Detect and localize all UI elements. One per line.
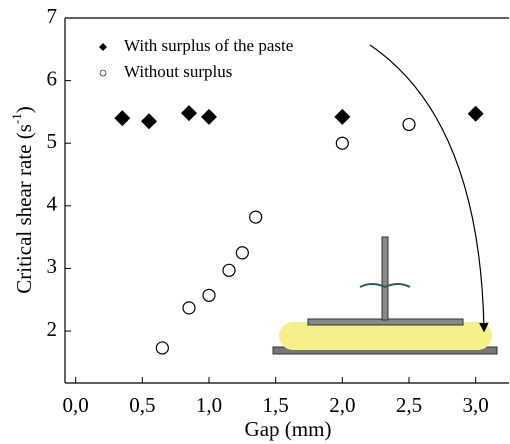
x-tick-label: 1,0 [196, 393, 222, 417]
y-tick-label: 6 [47, 66, 58, 90]
y-tick-label: 5 [47, 129, 58, 153]
point [155, 341, 169, 355]
legend-marker [99, 69, 107, 77]
x-tick-label: 0,0 [63, 393, 89, 417]
x-tick-label: 3,0 [463, 393, 489, 417]
point [201, 108, 217, 125]
y-tick-label: 7 [47, 4, 58, 28]
x-tick-label: 2,0 [329, 393, 355, 417]
y-label-sup: -1 [9, 113, 24, 124]
x-tick-label: 1,5 [263, 393, 289, 417]
point [249, 210, 263, 224]
legend-label: Without surplus [124, 62, 232, 81]
y-axis-label: Critical shear rate (s-1) [9, 106, 36, 294]
point [181, 105, 197, 122]
point [467, 105, 484, 122]
y-tick-label: 4 [47, 192, 58, 216]
legend-label: With surplus of the paste [124, 36, 293, 55]
legend-marker [99, 43, 107, 51]
point [222, 263, 236, 277]
point [182, 301, 196, 315]
point [141, 113, 157, 130]
x-tick-label: 0,5 [129, 393, 155, 417]
inset-illustration [272, 44, 498, 355]
point [334, 108, 351, 125]
point [114, 110, 131, 127]
x-tick-label: 2,5 [396, 393, 422, 417]
y-tick-label: 2 [47, 317, 58, 341]
point [235, 246, 249, 260]
point [335, 136, 349, 150]
x-axis-label: Gap (mm) [245, 417, 332, 441]
y-label-text: Critical shear rate (s [12, 124, 36, 294]
point [202, 288, 216, 302]
y-tick-label: 3 [47, 254, 58, 278]
y-label-end: ) [12, 106, 36, 113]
point [402, 117, 416, 132]
